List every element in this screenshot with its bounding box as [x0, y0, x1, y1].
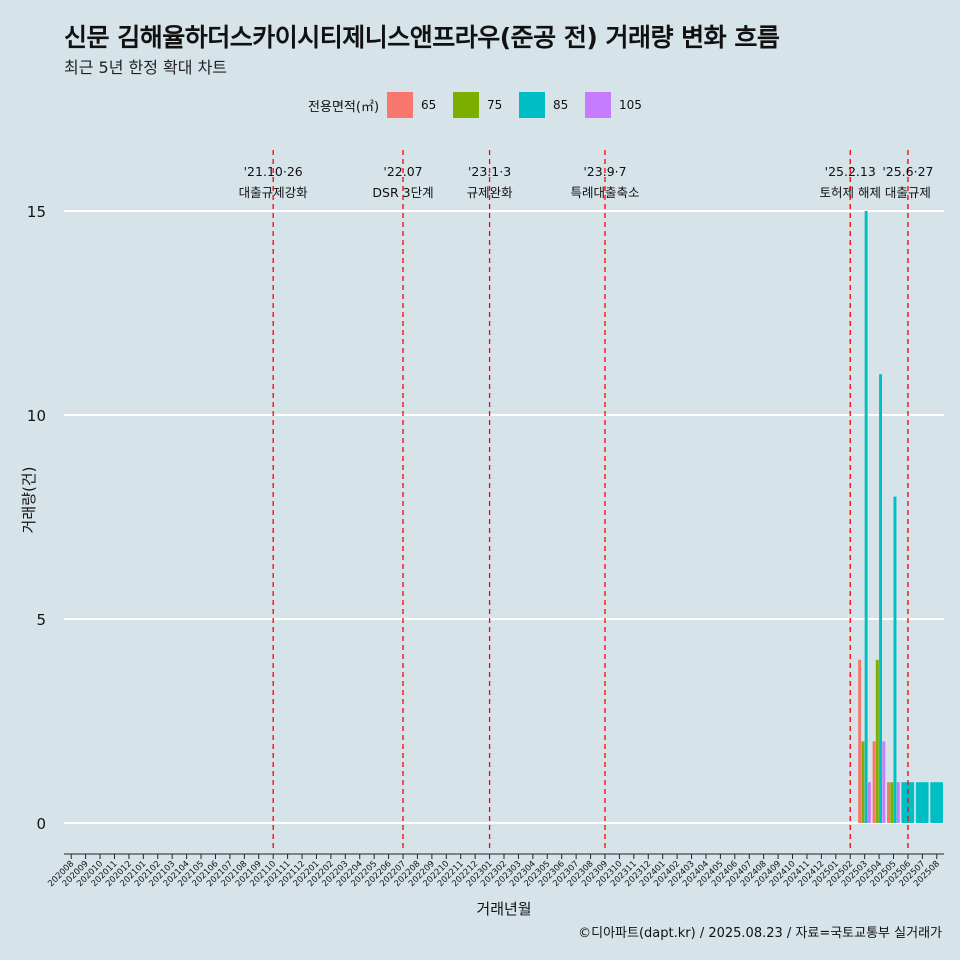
event-date-2: '23.1·3 [468, 164, 511, 179]
bar-105-202504 [882, 741, 886, 823]
y-tick-label-15: 15 [27, 203, 46, 221]
bar-65-202503 [858, 659, 862, 823]
legend-key-85 [519, 92, 546, 118]
legend-key-105 [585, 92, 612, 118]
event-date-1: '22.07 [383, 164, 422, 179]
event-label-4: 토허제 해제 [819, 185, 880, 200]
legend-key-75 [453, 92, 480, 118]
legend-label-85: 85 [553, 98, 569, 112]
event-date-5: '25.6·27 [882, 164, 933, 179]
legend-item-85: 85 [519, 92, 575, 118]
y-axis-title: 거래량(건) [20, 467, 38, 534]
x-axis-title: 거래년월 [476, 900, 531, 918]
bar-105-202505 [896, 782, 900, 823]
legend: 전용면적(㎡) 65 75 85 105 [0, 92, 960, 118]
bar-75-202504 [875, 659, 879, 823]
event-label-5: 대출규제 [885, 185, 931, 200]
legend-item-105: 105 [585, 92, 642, 118]
event-date-4: '25.2.13 [825, 164, 876, 179]
bar-75-202503 [861, 741, 865, 823]
legend-label-75: 75 [487, 98, 503, 112]
legend-label-65: 65 [421, 98, 437, 112]
y-tick-label-0: 0 [36, 815, 46, 833]
legend-item-75: 75 [453, 92, 509, 118]
y-tick-label-10: 10 [27, 407, 46, 425]
chart-title: 신문 김해율하더스카이시티제니스앤프라우(준공 전) 거래량 변화 흐름 [64, 23, 780, 52]
legend-title: 전용면적(㎡) [308, 99, 380, 115]
legend-item-65: 65 [387, 92, 443, 118]
bar-105-202503 [867, 782, 871, 823]
y-tick-label-5: 5 [36, 611, 46, 629]
event-label-1: DSR 3단계 [372, 185, 433, 200]
event-label-2: 규제완화 [467, 185, 514, 200]
event-date-0: '21.10·26 [244, 164, 303, 179]
event-label-3: 특례대출축소 [570, 185, 639, 200]
bar-85-202505 [893, 496, 897, 823]
bar-85-202507 [915, 782, 929, 823]
bar-65-202505 [887, 782, 890, 823]
legend-key-65 [387, 92, 414, 118]
bar-65-202504 [872, 741, 876, 823]
bar-75-202505 [890, 782, 894, 823]
event-label-0: 대출규제강화 [239, 185, 309, 200]
chart-caption: ©디아파트(dapt.kr) / 2025.08.23 / 자료=국토교통부 실… [578, 926, 942, 941]
legend-label-105: 105 [619, 98, 642, 112]
bar-85-202508 [930, 782, 943, 823]
event-date-3: '23.9·7 [583, 164, 626, 179]
bar-85-202503 [864, 211, 868, 823]
chart-subtitle: 최근 5년 한정 확대 차트 [64, 58, 228, 77]
bar-85-202504 [879, 374, 883, 823]
